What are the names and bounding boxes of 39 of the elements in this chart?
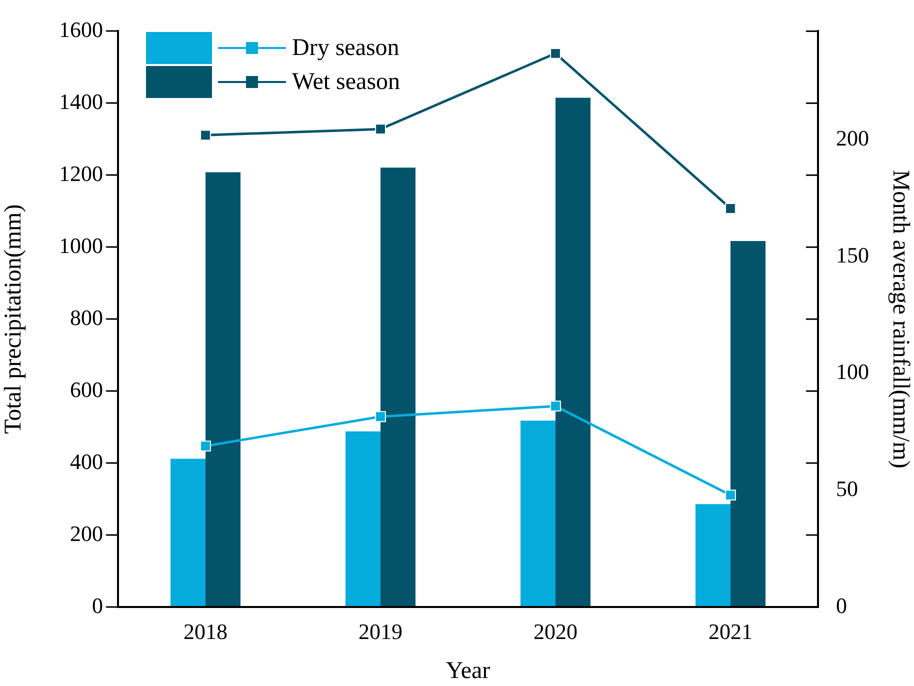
bar bbox=[520, 420, 556, 606]
y-tick-label: 800 bbox=[70, 304, 103, 330]
y2-tick-label: 100 bbox=[836, 359, 869, 384]
y-axis-title: Total precipitation(mm) bbox=[0, 204, 27, 434]
y-tick-label: 1000 bbox=[59, 232, 103, 258]
bar bbox=[170, 458, 206, 606]
y2-tick-label: 150 bbox=[836, 242, 869, 268]
point bbox=[550, 400, 561, 412]
legend-label: Wet season bbox=[292, 68, 400, 96]
y-tick-label: 1600 bbox=[59, 16, 103, 42]
x-tick-label: 2018 bbox=[184, 618, 228, 644]
y-tick-label: 400 bbox=[70, 448, 103, 474]
y2-tick-label: 200 bbox=[836, 126, 869, 151]
point bbox=[200, 130, 211, 141]
point bbox=[725, 490, 736, 501]
bar bbox=[556, 98, 590, 606]
point bbox=[725, 203, 736, 214]
bar bbox=[346, 431, 380, 606]
y-tick-label: 0 bbox=[92, 592, 103, 618]
y-tick-label: 1400 bbox=[59, 88, 103, 114]
bar bbox=[696, 504, 730, 606]
y-tick-label: 600 bbox=[70, 376, 103, 402]
y-tick-label: 200 bbox=[70, 520, 103, 546]
x-tick-label: 2020 bbox=[534, 618, 578, 644]
point bbox=[200, 440, 211, 452]
point bbox=[375, 124, 386, 135]
x-axis-title: Year bbox=[446, 658, 490, 684]
bar bbox=[380, 168, 416, 606]
point bbox=[375, 411, 386, 422]
x-tick-label: 2019 bbox=[358, 618, 402, 644]
y2-tick-label: 50 bbox=[836, 476, 858, 501]
y2-axis-title: Month average rainfall(mm/m) bbox=[887, 170, 914, 468]
y-tick-label: 1200 bbox=[59, 160, 103, 186]
x-tick-label: 2021 bbox=[708, 618, 752, 644]
bar bbox=[206, 172, 240, 606]
legend-label: Dry season bbox=[292, 34, 400, 62]
bar bbox=[730, 241, 766, 606]
y2-tick-label: 0 bbox=[836, 592, 847, 618]
point bbox=[550, 48, 561, 59]
